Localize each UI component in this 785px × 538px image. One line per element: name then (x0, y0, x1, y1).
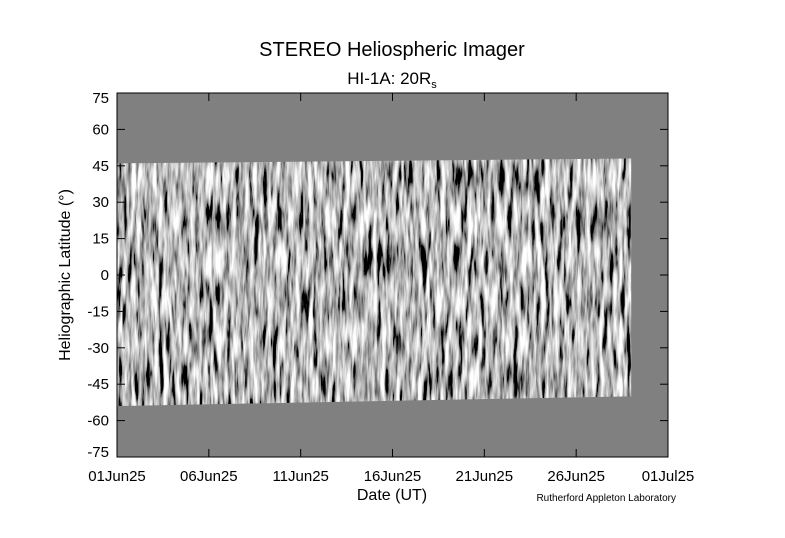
x-tick-label: 01Jun25 (88, 468, 146, 485)
x-tick-label: 11Jun25 (272, 468, 328, 485)
y-tick-label: -45 (87, 376, 109, 393)
chart-subtitle: HI-1A: 20Rs (347, 69, 437, 91)
y-tick-label: 45 (92, 158, 109, 175)
y-tick-label: -30 (87, 340, 109, 357)
subtitle-subscript: s (431, 79, 437, 91)
y-tick-label: 0 (101, 267, 109, 284)
y-tick-label: 30 (92, 194, 109, 211)
x-tick-label: 06Jun25 (180, 468, 238, 485)
image-texture (117, 158, 632, 407)
x-axis-label: Date (UT) (357, 487, 427, 504)
y-tick-label: -60 (87, 413, 109, 430)
y-tick-label: -75 (87, 444, 109, 461)
chart-title: STEREO Heliospheric Imager (259, 39, 525, 61)
y-tick-label: -15 (87, 303, 109, 320)
coverage-image (117, 158, 632, 407)
x-tick-label: 26Jun25 (547, 468, 605, 485)
y-tick-label: 15 (92, 231, 109, 248)
x-tick-label: 21Jun25 (456, 468, 514, 485)
x-tick-label: 16Jun25 (364, 468, 422, 485)
credit: Rutherford Appleton Laboratory (536, 493, 676, 504)
x-tick-label: 01Jul25 (642, 468, 695, 485)
y-tick-label: 60 (92, 121, 109, 138)
subtitle-text: HI-1A: 20R (347, 69, 431, 88)
y-axis-label: Heliographic Latitude (°) (57, 189, 74, 361)
y-tick-label: 75 (92, 90, 109, 107)
